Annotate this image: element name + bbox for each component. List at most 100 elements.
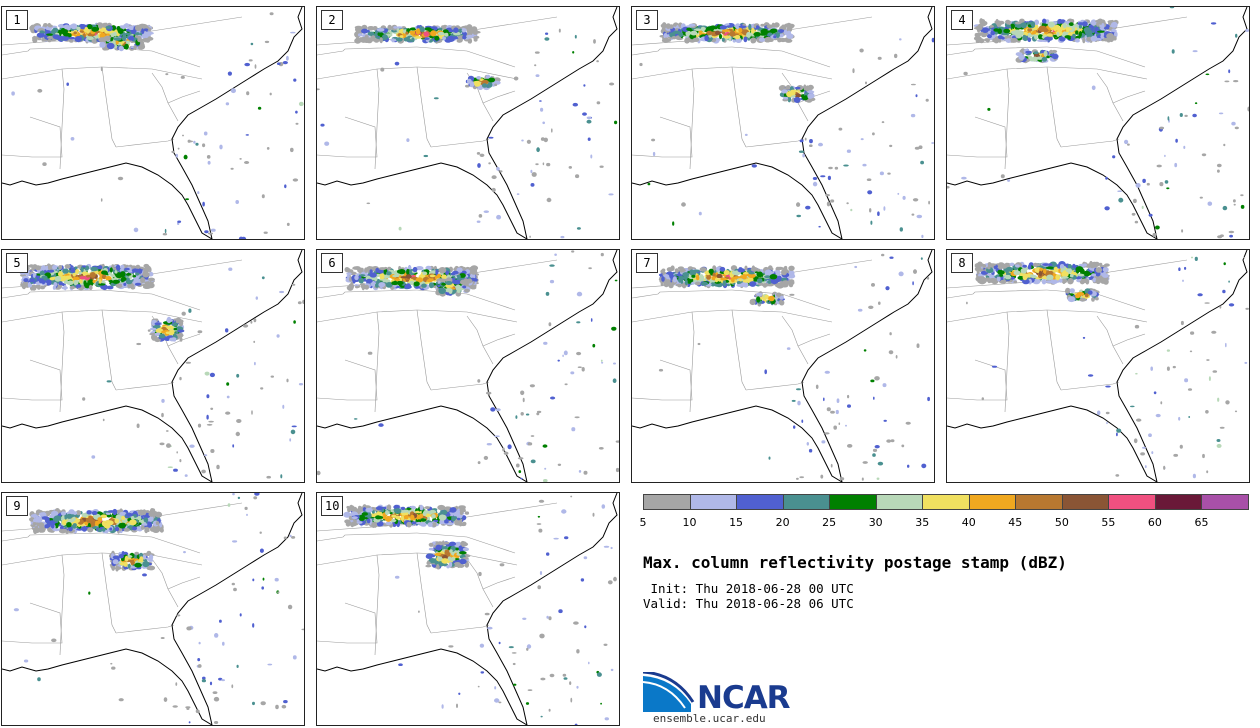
echo-cell	[700, 26, 706, 32]
echo-cell	[583, 470, 588, 475]
echo-cell	[204, 230, 209, 234]
echo-cell	[1110, 21, 1118, 28]
echo-cell	[171, 322, 178, 327]
echo-cell	[978, 32, 984, 36]
echo-cell	[572, 51, 575, 54]
echo-cell	[806, 442, 809, 446]
echo-cell	[124, 267, 130, 271]
echo-cell	[113, 37, 122, 41]
echo-cell	[747, 273, 756, 278]
echo-cell	[1013, 270, 1021, 276]
echo-cell	[385, 271, 392, 276]
echo-cell	[399, 35, 404, 38]
echo-cell	[136, 342, 142, 346]
echo-cell	[131, 526, 138, 531]
echo-cell	[277, 62, 281, 65]
echo-cell	[1228, 69, 1231, 74]
echo-cell	[168, 329, 175, 336]
echo-cell	[130, 36, 135, 41]
member-label: 3	[636, 10, 658, 30]
echo-cell	[1153, 391, 1157, 395]
echo-cell	[535, 163, 539, 166]
echo-cell	[910, 113, 916, 118]
echo-cell	[228, 267, 233, 271]
echo-cell	[372, 38, 378, 42]
echo-cell	[114, 270, 118, 274]
echo-cell	[182, 134, 184, 137]
echo-cell	[298, 383, 304, 386]
echo-cell	[527, 442, 533, 446]
echo-cell	[890, 439, 895, 443]
echo-cell	[899, 227, 903, 232]
echo-cell	[175, 682, 178, 686]
state-boundary	[416, 66, 432, 148]
echo-cell	[286, 55, 289, 61]
echo-cell	[317, 88, 320, 91]
echo-cell	[477, 461, 481, 465]
echo-cell	[206, 394, 210, 399]
echo-cell	[535, 74, 540, 77]
echo-cell	[1206, 359, 1210, 361]
echo-cell	[291, 536, 296, 539]
state-boundary	[1060, 138, 1120, 148]
echo-cell	[1045, 280, 1054, 283]
echo-cell	[1074, 35, 1081, 40]
echo-cell	[1187, 388, 1193, 391]
echo-cell	[805, 205, 811, 210]
echo-cell	[76, 528, 83, 531]
echo-cell	[1082, 336, 1086, 339]
echo-cell	[966, 301, 968, 305]
echo-cell	[91, 26, 98, 32]
state-boundary	[1096, 315, 1124, 365]
echo-cell	[197, 330, 203, 334]
echo-cell	[1182, 279, 1184, 282]
echo-cell	[372, 26, 378, 31]
echo-cell	[1197, 293, 1203, 297]
echo-cell	[1115, 474, 1120, 477]
echo-cell	[1043, 36, 1052, 41]
echo-cell	[889, 256, 894, 259]
echo-cell	[290, 31, 296, 34]
echo-cell	[219, 144, 223, 150]
echo-cell	[231, 582, 235, 586]
echo-cell	[920, 257, 923, 260]
echo-cell	[596, 60, 599, 63]
echo-cell	[1022, 264, 1027, 268]
echo-cell	[1240, 194, 1244, 197]
echo-cell	[151, 334, 156, 341]
echo-cell	[1005, 272, 1011, 276]
echo-cell	[530, 459, 536, 464]
echo-cell	[830, 199, 835, 203]
state-boundary	[947, 116, 1008, 158]
state-boundary	[632, 66, 733, 80]
state-boundary	[374, 554, 380, 656]
echo-cell	[1009, 262, 1015, 267]
state-boundary	[632, 289, 733, 299]
echo-cell	[289, 534, 292, 538]
echo-cell	[1189, 350, 1193, 353]
echo-cell	[836, 398, 840, 403]
echo-cell	[48, 24, 53, 28]
echo-cell	[1188, 416, 1191, 418]
echo-cell	[45, 279, 52, 285]
echo-cell	[275, 704, 279, 710]
echo-cell	[442, 36, 446, 41]
echo-cell	[1164, 154, 1166, 158]
echo-cell	[209, 681, 213, 686]
echo-cell	[776, 292, 782, 297]
echo-cell	[593, 39, 596, 44]
echo-cell	[158, 333, 166, 339]
echo-cell	[1103, 26, 1110, 30]
echo-cell	[710, 282, 716, 287]
echo-cell	[1100, 34, 1105, 39]
echo-cell	[53, 515, 62, 522]
echo-cell	[222, 641, 225, 646]
echo-cell	[281, 704, 287, 709]
echo-cell	[47, 36, 55, 39]
echo-cell	[1234, 126, 1239, 130]
echo-cell	[153, 324, 161, 329]
echo-cell	[499, 170, 503, 173]
echo-cell	[734, 35, 741, 40]
echo-cell	[176, 614, 181, 617]
echo-cell	[494, 435, 500, 437]
